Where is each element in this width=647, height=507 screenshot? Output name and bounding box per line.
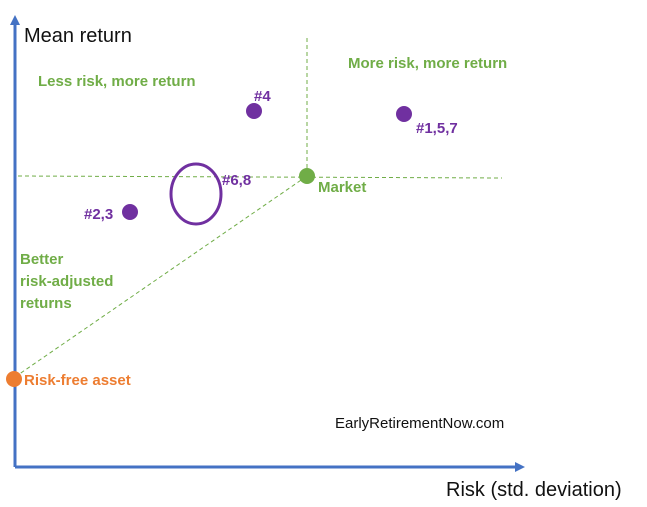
- point-157-marker: [396, 106, 412, 122]
- better-label-line2: risk-adjusted: [20, 273, 113, 290]
- y-axis-title: Mean return: [24, 25, 132, 47]
- market-label: Market: [318, 179, 366, 196]
- market-marker: [299, 168, 315, 184]
- point-23-label: #2,3: [84, 206, 113, 223]
- point-23-marker: [122, 204, 138, 220]
- market-horizontal-guide: [17, 175, 503, 179]
- point-68-label: #6,8: [222, 172, 251, 189]
- better-label-line1: Better: [20, 251, 64, 268]
- point-4-label: #4: [254, 88, 271, 105]
- risk-free-label: Risk-free asset: [24, 372, 131, 389]
- better-label-line3: returns: [20, 295, 72, 312]
- risk-free-marker: [6, 371, 22, 387]
- point-4-marker: [246, 103, 262, 119]
- source-credit: EarlyRetirementNow.com: [335, 415, 504, 432]
- capital-market-line: [14, 175, 308, 378]
- point-157-label: #1,5,7: [416, 120, 458, 137]
- point-68-ellipse: [169, 162, 223, 226]
- quadrant-label-less-risk: Less risk, more return: [38, 73, 196, 90]
- quadrant-label-more-risk: More risk, more return: [348, 55, 507, 72]
- x-axis-title: Risk (std. deviation): [446, 479, 622, 501]
